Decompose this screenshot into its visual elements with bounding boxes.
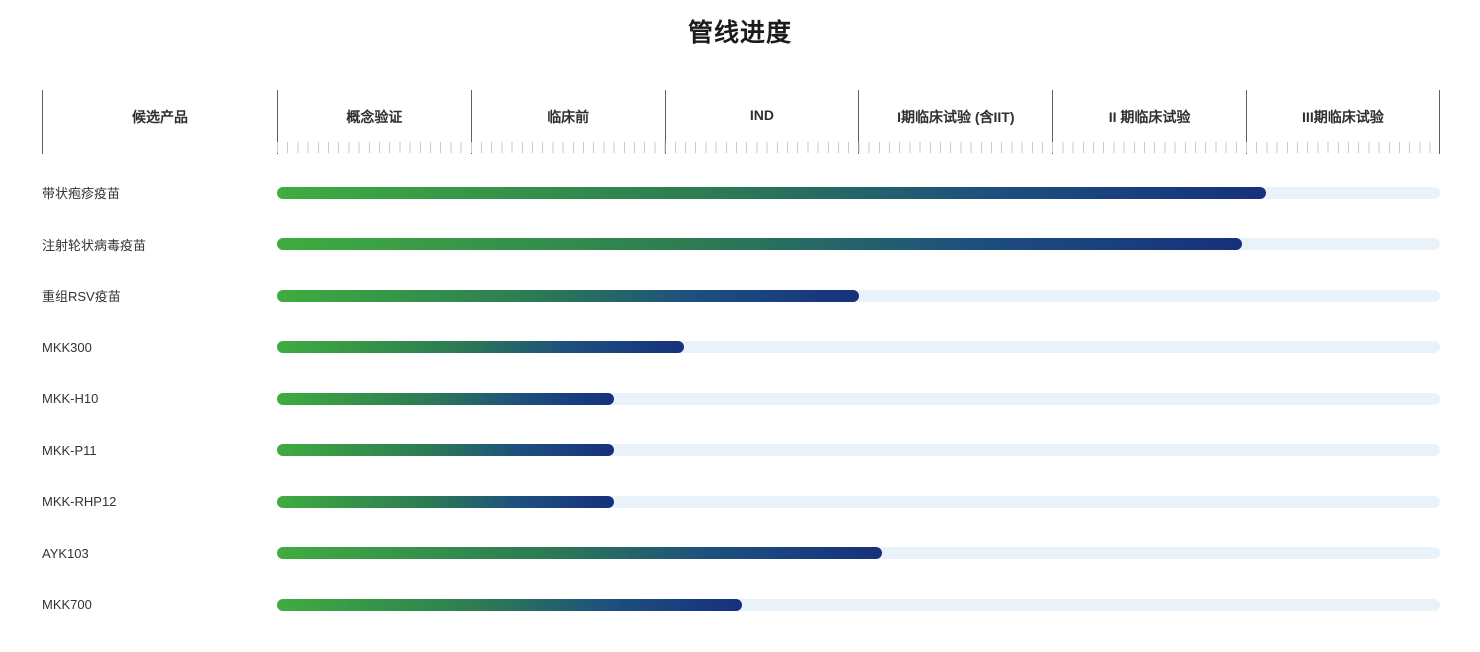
pipeline-row: MKK700 bbox=[42, 579, 1440, 631]
progress-track bbox=[277, 186, 1440, 199]
header-cell-stage-6: III期临床试验 bbox=[1245, 90, 1440, 154]
product-name: MKK-RHP12 bbox=[42, 494, 117, 510]
header-label-product: 候选产品 bbox=[132, 109, 188, 125]
product-name: MKK300 bbox=[42, 339, 92, 355]
header-label-stage-6: III期临床试验 bbox=[1302, 109, 1384, 125]
pipeline-row: MKK-RHP12 bbox=[42, 476, 1440, 528]
header-label-stage-1: 概念验证 bbox=[346, 109, 403, 125]
progress-bar bbox=[277, 444, 615, 457]
progress-bar bbox=[277, 495, 615, 508]
progress-track bbox=[277, 238, 1440, 251]
axis-minor-ticks bbox=[277, 142, 1440, 153]
header-label-stage-2: 临床前 bbox=[547, 109, 590, 125]
progress-bar bbox=[277, 289, 859, 302]
pipeline-row: MKK-P11 bbox=[42, 425, 1440, 477]
chart-title: 管线进度 bbox=[687, 19, 792, 47]
pipeline-row: 重组RSV疫苗 bbox=[42, 270, 1440, 322]
progress-bar bbox=[277, 238, 1243, 251]
header-cell-stage-2: 临床前 bbox=[470, 90, 665, 154]
product-name: MKK700 bbox=[42, 597, 92, 613]
progress-track bbox=[277, 495, 1440, 508]
header-cell-stage-4: I期临床试验 (含IIT) bbox=[858, 90, 1052, 154]
pipeline-row: 带状疱疹疫苗 bbox=[42, 167, 1440, 219]
progress-track bbox=[277, 598, 1440, 611]
header-label-stage-5: II 期临床试验 bbox=[1108, 109, 1191, 125]
header-cell-product: 候选产品 bbox=[42, 90, 277, 154]
product-name: AYK103 bbox=[42, 545, 89, 561]
pipeline-row: AYK103 bbox=[42, 528, 1440, 580]
progress-bar bbox=[277, 341, 685, 354]
progress-track bbox=[277, 341, 1440, 354]
progress-track bbox=[277, 392, 1440, 405]
product-name: 重组RSV疫苗 bbox=[42, 289, 121, 305]
pipeline-rows: 带状疱疹疫苗 注射轮状病毒疫苗 重组RSV疫苗 MKK300 MKK-H10 bbox=[42, 167, 1440, 631]
product-name: 注射轮状病毒疫苗 bbox=[42, 237, 147, 253]
header-label-stage-3: IND bbox=[749, 107, 775, 123]
product-name: MKK-H10 bbox=[42, 391, 99, 407]
pipeline-row: MKK300 bbox=[42, 322, 1440, 374]
progress-bar bbox=[277, 547, 882, 560]
header-label-stage-4: I期临床试验 (含IIT) bbox=[897, 109, 1015, 125]
pipeline-row: MKK-H10 bbox=[42, 373, 1440, 425]
product-name: MKK-P11 bbox=[42, 442, 97, 458]
progress-track bbox=[277, 289, 1440, 302]
header-cell-stage-3: IND bbox=[664, 90, 859, 154]
progress-track bbox=[277, 547, 1440, 560]
header-cell-stage-1: 概念验证 bbox=[277, 90, 471, 154]
progress-track bbox=[277, 444, 1440, 457]
pipeline-row: 注射轮状病毒疫苗 bbox=[42, 219, 1440, 271]
progress-bar bbox=[277, 392, 615, 405]
progress-bar bbox=[277, 598, 743, 611]
product-name: 带状疱疹疫苗 bbox=[42, 186, 121, 202]
stage-header-row: 候选产品 概念验证 临床前 IND I期临床试验 (含IIT) II 期临床试验… bbox=[42, 90, 1440, 154]
progress-bar bbox=[277, 186, 1266, 199]
header-cell-stage-5: II 期临床试验 bbox=[1052, 90, 1246, 154]
